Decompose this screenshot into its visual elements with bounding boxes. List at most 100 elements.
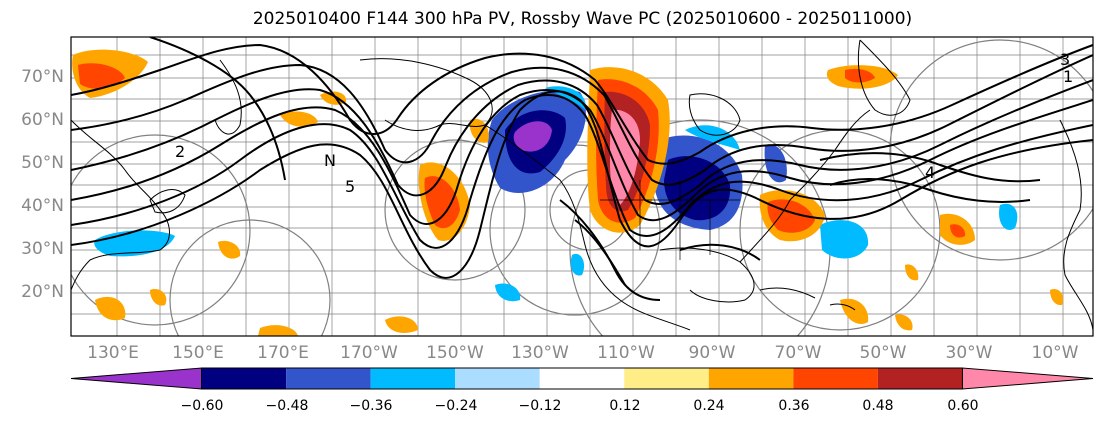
anomaly-purple-ne-pacific (513, 121, 552, 152)
pv-contour-11 (819, 152, 1041, 183)
colorbar-segment (370, 368, 456, 389)
lon-label-90w: 90°W (688, 343, 736, 363)
lon-label-50w: 50°W (859, 343, 907, 363)
colorbar-label-060: 0.60 (947, 398, 979, 414)
colorbar-segment (455, 368, 540, 389)
contour-label-1: 1 (1063, 67, 1073, 86)
map-title: 2025010400 F144 300 hPa PV, Rossby Wave … (252, 9, 913, 29)
pv-contours (71, 37, 1093, 301)
anomaly-cyan-central-us (685, 125, 740, 150)
coastline-asia (71, 119, 170, 291)
anomaly-pink-west-coast (610, 109, 640, 205)
lat-label-60n: 60°N (21, 110, 64, 130)
lon-label-30w: 30°W (945, 343, 993, 363)
coastline-caribbean (759, 287, 856, 311)
negative-anomaly-regions (94, 86, 1018, 302)
contour-labels: 1 2 3 4 5 N (175, 50, 1073, 196)
anomaly-orange-subtropic-2 (95, 296, 126, 321)
pv-contour-6 (71, 43, 1093, 165)
anomaly-cyan-baja (570, 253, 585, 276)
pv-contour-5 (71, 54, 1093, 186)
pv-contour-10 (679, 243, 761, 261)
colorbar-segment (708, 368, 794, 389)
map-plot-area: 1 2 3 4 5 N (71, 37, 1093, 336)
colorbar-label-neg036: −0.36 (349, 398, 393, 414)
anomaly-red-east-atlantic (950, 224, 966, 238)
colorbar-label-neg024: −0.24 (434, 398, 478, 414)
pv-contour-3 (71, 89, 1093, 225)
anomaly-orange-alaska (469, 118, 489, 143)
colorbar-segment (877, 368, 963, 389)
contour-label-4: 4 (925, 163, 935, 182)
pv-contour-12 (829, 178, 1031, 203)
colorbar (70, 367, 1094, 390)
lon-label-150e: 150°E (172, 343, 224, 363)
range-ring (71, 134, 251, 326)
lat-label-70n: 70°N (21, 67, 64, 87)
anomaly-orange-subtropic-4 (385, 316, 418, 333)
colorbar-segment (539, 368, 625, 389)
anomaly-orange-aleutian (280, 111, 318, 127)
coastline-japan (149, 189, 186, 214)
anomaly-orange-subtropic-9 (1050, 288, 1064, 306)
pv-contour-4 (71, 79, 1093, 205)
coastline-north-america-west (484, 124, 691, 331)
colorbar-label-036: 0.36 (778, 398, 810, 414)
lon-label-130w: 130°W (511, 343, 569, 363)
anomaly-red-central-pacific (424, 176, 460, 229)
lon-label-170e: 170°E (257, 343, 309, 363)
colorbar-label-024: 0.24 (693, 398, 725, 414)
colorbar-label-neg048: −0.48 (265, 398, 309, 414)
lat-label-20n: 20°N (21, 282, 64, 302)
contour-label-2: 2 (175, 142, 185, 161)
coastline-gulf-mexico (659, 247, 755, 303)
colorbar-label-neg012: −0.12 (518, 398, 562, 414)
anomaly-orange-subtropic-5 (258, 325, 298, 336)
contour-label-5: 5 (345, 177, 355, 196)
pv-contour-9 (574, 219, 626, 286)
anomaly-cyan-atlantic (820, 220, 869, 259)
lat-label-40n: 40°N (21, 196, 64, 216)
range-ring (889, 39, 1093, 261)
anomaly-cyan-subtropics (495, 283, 521, 302)
coastline-us-borders (600, 180, 740, 260)
contour-label-n: N (324, 151, 336, 170)
colorbar-segment (286, 368, 371, 389)
lon-label-130e: 130°E (87, 343, 139, 363)
map-frame (70, 36, 1094, 337)
colorbar-label-012: 0.12 (609, 398, 641, 414)
colorbar-outline (201, 367, 963, 390)
colorbar-label-048: 0.48 (862, 398, 894, 414)
contour-label-3: 3 (1060, 50, 1070, 69)
colorbar-segment (624, 368, 709, 389)
colorbar-extend-high (961, 367, 1094, 390)
anomaly-orange-subtropic-3 (150, 289, 167, 306)
colorbar-extend-low (70, 367, 203, 390)
lon-label-70w: 70°W (774, 343, 822, 363)
graticule (71, 37, 1093, 336)
lon-label-110w: 110°W (597, 343, 655, 363)
lon-label-170w: 170°W (340, 343, 398, 363)
range-ring (384, 139, 526, 281)
coastline-kamchatka (214, 59, 242, 135)
lon-label-10w: 10°W (1031, 343, 1079, 363)
lat-label-50n: 50°N (21, 153, 64, 173)
anomaly-orange-subtropic-6 (840, 298, 869, 324)
colorbar-segment (793, 368, 878, 389)
range-ring (169, 219, 331, 336)
pv-contour-2 (71, 94, 1093, 249)
colorbar-segment (201, 368, 287, 389)
anomaly-orange-subtropic-7 (895, 314, 913, 331)
coastline-greenland (857, 39, 911, 116)
anomaly-cyan-east-atlantic (999, 203, 1018, 230)
coastline-europe-africa (1059, 119, 1093, 331)
colorbar-label-neg060: −0.60 (180, 398, 224, 414)
lat-label-30n: 30°N (21, 239, 64, 259)
anomaly-orange-subtropic-1 (218, 240, 241, 259)
anomaly-red-arctic-west (78, 63, 125, 89)
anomaly-orange-subtropic-8 (905, 264, 919, 281)
pv-contour-7 (149, 37, 286, 181)
lon-label-150w: 150°W (426, 343, 484, 363)
coastline-hudson-bay (688, 93, 741, 136)
